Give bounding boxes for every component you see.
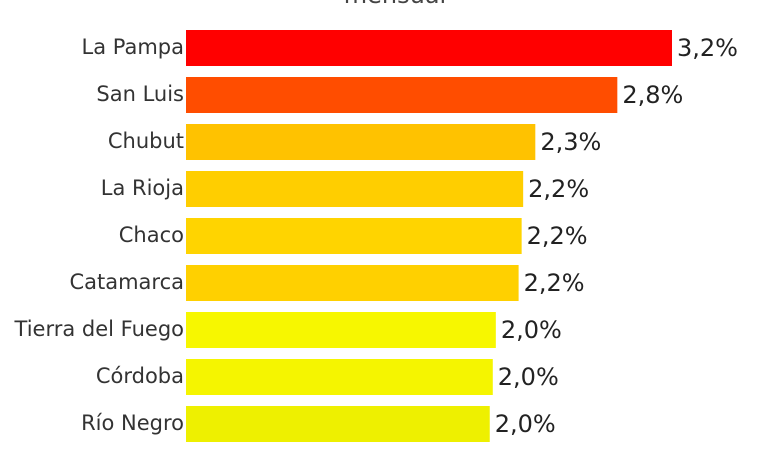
bar (186, 265, 519, 301)
value-label: 2,8% (622, 81, 683, 109)
bar (186, 30, 672, 66)
bar (186, 359, 493, 395)
bar (186, 218, 522, 254)
category-label: Chaco (119, 223, 184, 247)
category-label: Catamarca (69, 270, 184, 294)
bar (186, 77, 618, 113)
bar (186, 124, 536, 160)
value-label: 2,0% (498, 363, 559, 391)
category-label: Chubut (108, 129, 184, 153)
bar (186, 406, 490, 442)
value-label: 2,2% (524, 269, 585, 297)
value-label: 2,0% (495, 410, 556, 438)
value-label: 2,0% (501, 316, 562, 344)
category-label: San Luis (96, 82, 184, 106)
value-label: 3,2% (677, 34, 738, 62)
category-label: Córdoba (96, 364, 184, 388)
category-label: La Rioja (101, 176, 184, 200)
bar (186, 312, 496, 348)
bar (186, 171, 524, 207)
category-label: Río Negro (81, 411, 184, 435)
category-label: La Pampa (82, 35, 185, 59)
value-label: 2,2% (527, 222, 588, 250)
value-label: 2,3% (540, 128, 601, 156)
chart-title: mensual (344, 0, 446, 9)
value-label: 2,2% (528, 175, 589, 203)
category-label: Tierra del Fuego (14, 317, 184, 341)
